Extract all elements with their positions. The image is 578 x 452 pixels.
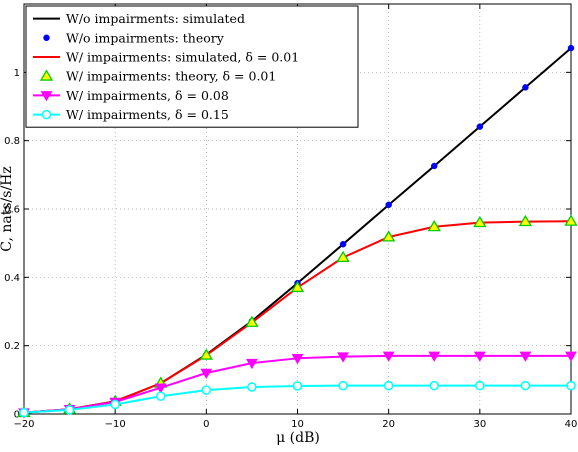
legend-label: W/ impairments: simulated, δ = 0.01 bbox=[66, 50, 299, 65]
data-point bbox=[336, 250, 350, 263]
data-point bbox=[567, 44, 575, 52]
data-point bbox=[199, 348, 213, 360]
legend-swatch-marker bbox=[40, 91, 53, 102]
data-point bbox=[473, 351, 486, 362]
x-tick-label: 0 bbox=[203, 419, 209, 430]
data-point bbox=[337, 352, 349, 363]
y-tick-label: 0.2 bbox=[4, 341, 20, 352]
legend-item-5: W/ impairments, δ = 0.08 bbox=[33, 88, 229, 103]
data-point bbox=[110, 399, 120, 410]
data-point bbox=[429, 380, 439, 391]
x-tick-label: −10 bbox=[105, 419, 126, 430]
legend-label: W/ impairments, δ = 0.08 bbox=[66, 88, 229, 103]
data-point bbox=[156, 391, 166, 401]
legend-label: W/ impairments: theory, δ = 0.01 bbox=[66, 69, 276, 84]
series-6 bbox=[19, 380, 576, 418]
data-point bbox=[247, 382, 257, 392]
y-tick-label: 0 bbox=[14, 410, 20, 421]
x-tick-label: −20 bbox=[13, 419, 34, 430]
data-point bbox=[338, 380, 348, 391]
x-axis-label: μ (dB) bbox=[276, 430, 320, 446]
legend: W/o impairments: simulated W/o impairment… bbox=[25, 5, 359, 128]
data-point bbox=[201, 385, 212, 395]
legend-item-3: W/ impairments: simulated, δ = 0.01 bbox=[33, 50, 299, 65]
legend-label: W/o impairments: simulated bbox=[66, 11, 245, 26]
y-tick-label: 0.4 bbox=[4, 273, 20, 284]
data-point bbox=[428, 351, 441, 362]
x-tick-label: 40 bbox=[565, 419, 578, 430]
data-point bbox=[476, 123, 484, 130]
legend-item-4: W/ impairments: theory, δ = 0.01 bbox=[39, 69, 276, 84]
y-tick-label: 0.8 bbox=[4, 136, 20, 147]
legend-item-2: W/o impairments: theory bbox=[43, 30, 225, 45]
data-point bbox=[383, 380, 394, 391]
y-tick-label: 1 bbox=[14, 68, 20, 79]
data-point bbox=[382, 230, 396, 242]
data-point bbox=[566, 380, 576, 391]
data-point bbox=[290, 280, 305, 293]
data-point bbox=[519, 351, 532, 362]
x-tick-label: 20 bbox=[382, 419, 395, 430]
data-point bbox=[520, 380, 531, 391]
data-point bbox=[245, 315, 259, 327]
data-point bbox=[565, 351, 577, 362]
data-point bbox=[19, 407, 29, 418]
data-point bbox=[64, 405, 75, 415]
series-group bbox=[17, 44, 578, 419]
legend-swatch-marker bbox=[41, 109, 52, 120]
legend-item-1: W/o impairments: simulated bbox=[33, 11, 245, 26]
data-point bbox=[385, 201, 392, 209]
data-point bbox=[382, 351, 395, 362]
data-point bbox=[246, 358, 258, 370]
data-point bbox=[564, 214, 578, 226]
axis-ticks: −20 −10 0 10 20 30 40 0 0.2 0.4 0.6 0.8 1 bbox=[4, 4, 577, 430]
data-point bbox=[291, 354, 304, 365]
data-point bbox=[518, 214, 533, 227]
x-tick-label: 10 bbox=[291, 419, 304, 430]
data-point bbox=[473, 215, 487, 228]
legend-item-6: W/ impairments, δ = 0.15 bbox=[33, 107, 229, 122]
legend-swatch-marker bbox=[43, 34, 50, 42]
legend-box bbox=[25, 5, 359, 128]
data-point bbox=[427, 219, 441, 232]
legend-swatch-marker bbox=[39, 69, 54, 81]
data-point bbox=[292, 381, 303, 391]
data-point bbox=[200, 368, 213, 380]
data-point bbox=[339, 240, 347, 248]
y-tick-label: 0.6 bbox=[4, 205, 20, 216]
y-axis-label: C, nats/s/Hz bbox=[0, 166, 15, 252]
x-tick-label: 30 bbox=[473, 419, 486, 430]
legend-label: W/o impairments: theory bbox=[66, 30, 225, 45]
data-point bbox=[522, 84, 529, 91]
legend-label: W/ impairments, δ = 0.15 bbox=[66, 107, 229, 122]
data-point bbox=[154, 383, 167, 394]
data-point bbox=[431, 162, 438, 170]
data-point bbox=[475, 380, 485, 391]
